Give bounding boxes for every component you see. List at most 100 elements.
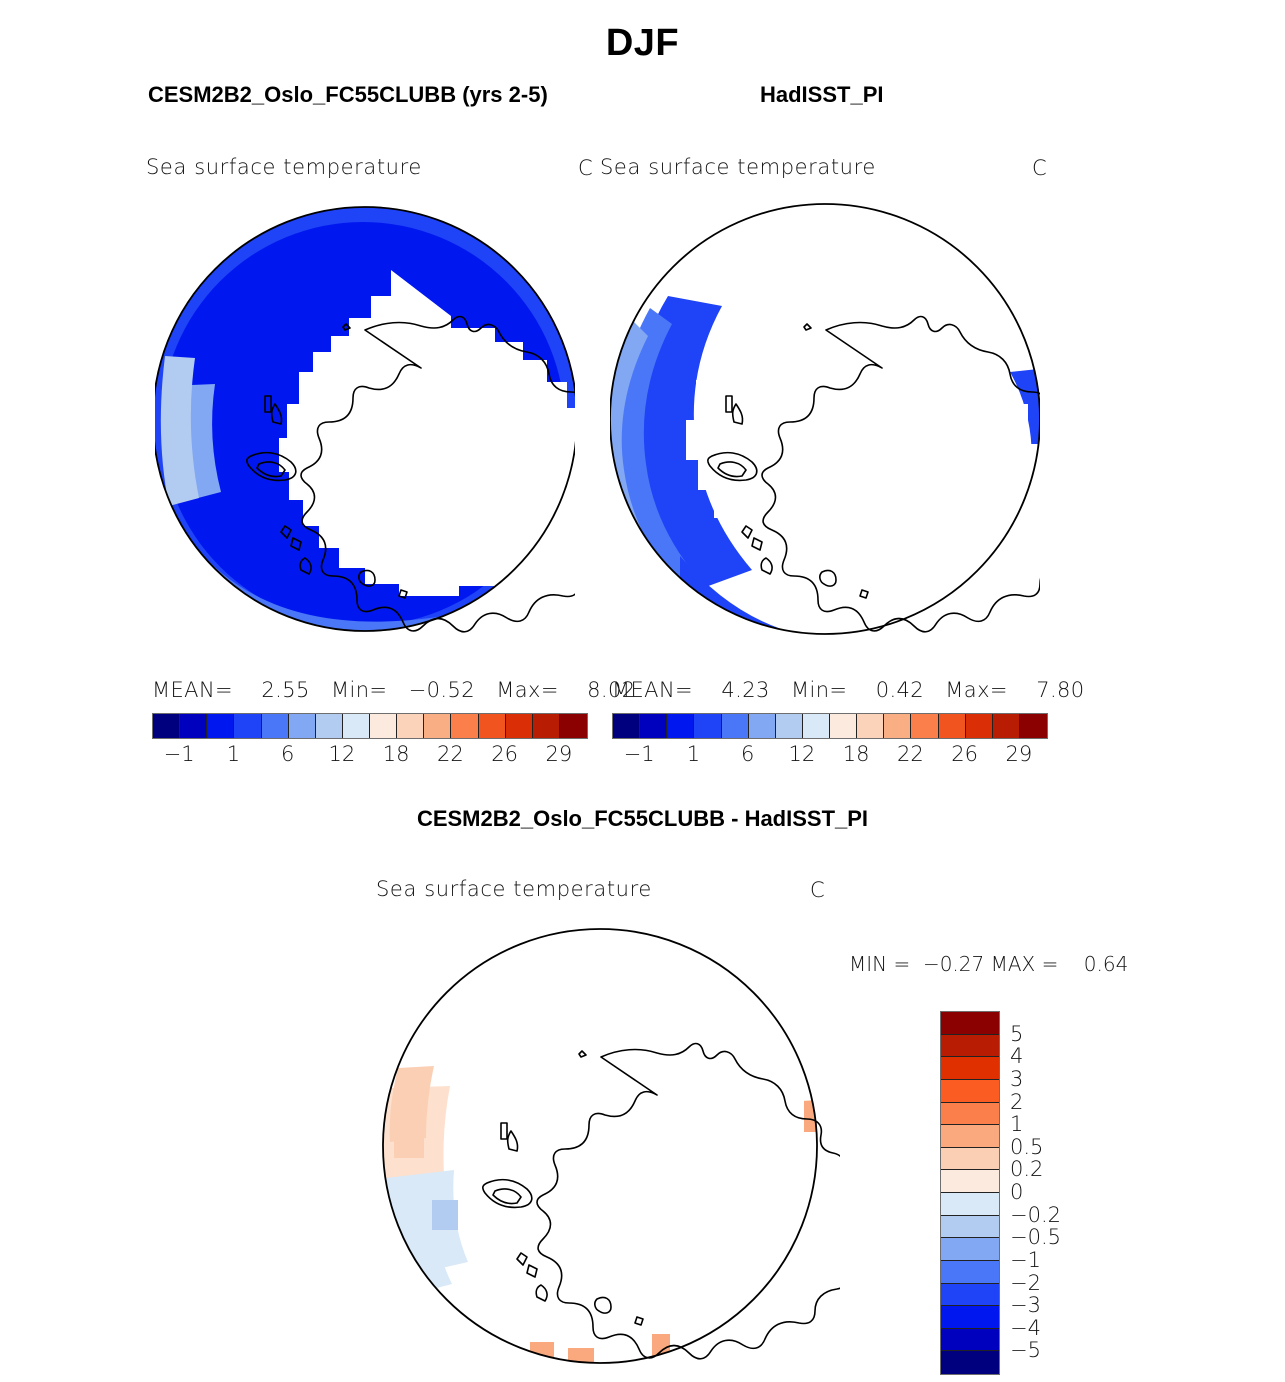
- colorbar-cell: [721, 714, 749, 738]
- colorbar-cell: [965, 714, 993, 738]
- colorbar-tick-label: 18: [842, 742, 870, 766]
- colorbar-tick-label: 1: [686, 742, 701, 766]
- colorbar-diff: [940, 1011, 1000, 1375]
- colorbar-tick-label: 0: [1010, 1180, 1024, 1204]
- colorbar-left-labels: −1 1 6 12 18 22 26 29: [152, 742, 586, 768]
- colorbar-cell: [1019, 714, 1047, 738]
- units-label-right: C: [1032, 156, 1048, 180]
- map-right-svg: [610, 203, 1040, 635]
- colorbar-cell: [180, 714, 208, 738]
- colorbar-cell: [424, 714, 452, 738]
- colorbar-tick-label: −4: [1010, 1315, 1041, 1340]
- colorbar-cell: [941, 1079, 999, 1103]
- colorbar-cell: [938, 714, 966, 738]
- colorbar-cell: [941, 1193, 999, 1216]
- colorbar-diff-labels: 5 4 3 2 1 0.5 0.2 0 −0.2 −0.5 −1 −2 −3 −4 −5: [1010, 1011, 1120, 1373]
- colorbar-cell: [207, 714, 235, 738]
- stats-right: MEAN= 4.23 Min= 0.42 Max= 7.80: [612, 678, 1085, 702]
- colorbar-tick-label: −1: [163, 742, 195, 766]
- colorbar-tick-label: 18: [382, 742, 410, 766]
- page-title: DJF: [605, 22, 680, 64]
- colorbar-cell: [748, 714, 776, 738]
- stats-left: MEAN= 2.55 Min= −0.52 Max= 8.02: [152, 678, 636, 702]
- colorbar-cell: [559, 714, 587, 738]
- colorbar-cell: [941, 1102, 999, 1126]
- colorbar-cell: [315, 714, 343, 738]
- colorbar-tick-label: 29: [545, 742, 573, 766]
- colorbar-cell: [532, 714, 560, 738]
- colorbar-cell: [830, 714, 858, 738]
- colorbar-tick-label: 0.5: [1010, 1134, 1044, 1159]
- colorbar-right-labels: −1 1 6 12 18 22 26 29: [612, 742, 1046, 768]
- colorbar-cell: [992, 714, 1020, 738]
- colorbar-tick-label: −1: [1010, 1247, 1041, 1272]
- colorbar-cell: [667, 714, 695, 738]
- units-label-left: C: [578, 156, 594, 180]
- colorbar-cell: [640, 714, 668, 738]
- colorbar-cell: [397, 714, 425, 738]
- colorbar-cell: [941, 1034, 999, 1058]
- colorbar-cell: [370, 714, 398, 738]
- colorbar-cell: [941, 1147, 999, 1171]
- colorbar-tick-label: 1: [1010, 1112, 1024, 1137]
- coastline-left: [246, 315, 575, 633]
- colorbar-cell: [342, 714, 370, 738]
- map-diff-shading: [383, 929, 817, 1363]
- colorbar-tick-label: 26: [951, 742, 978, 766]
- colorbar-cell: [884, 714, 912, 738]
- colorbar-tick-label: 12: [788, 742, 816, 766]
- panel-title-left: CESM2B2_Oslo_FC55CLUBB (yrs 2-5): [148, 82, 548, 107]
- map-left-svg: [155, 206, 575, 633]
- colorbar-tick-label: 4: [1010, 1044, 1024, 1069]
- colorbar-cell: [941, 1351, 999, 1374]
- colorbar-cell: [941, 1170, 999, 1193]
- map-outline-left: [155, 206, 575, 632]
- variable-label-right: Sea surface temperature: [600, 155, 876, 179]
- colorbar-cell: [288, 714, 316, 738]
- colorbar-cell: [505, 714, 533, 738]
- map-right-obs: [610, 196, 1040, 646]
- colorbar-right: [612, 713, 1048, 739]
- colorbar-cell: [234, 714, 262, 738]
- colorbar-cell: [941, 1125, 999, 1148]
- colorbar-tick-label: 22: [437, 742, 464, 766]
- colorbar-cell: [941, 1238, 999, 1261]
- colorbar-tick-label: −0.5: [1010, 1225, 1061, 1250]
- colorbar-tick-label: −2: [1010, 1270, 1041, 1295]
- colorbar-cell: [857, 714, 885, 738]
- colorbar-cell: [478, 714, 506, 738]
- map-outline-right: [610, 203, 1040, 635]
- colorbar-tick-label: −1: [623, 742, 655, 766]
- coastline-right: [707, 315, 1040, 633]
- map-right-shading: [610, 204, 1040, 634]
- colorbar-cell: [941, 1057, 999, 1080]
- colorbar-cell: [613, 714, 641, 738]
- minmax-diff: MIN = −0.27 MAX = 0.64: [849, 952, 1129, 976]
- colorbar-cell: [694, 714, 722, 738]
- colorbar-cell: [451, 714, 479, 738]
- colorbar-tick-label: 22: [897, 742, 924, 766]
- map-diff: [380, 928, 840, 1382]
- colorbar-tick-label: 6: [280, 742, 295, 766]
- colorbar-cell: [941, 1328, 999, 1352]
- map-left-shading: [155, 207, 575, 631]
- colorbar-cell: [802, 714, 830, 738]
- colorbar-cell: [941, 1306, 999, 1329]
- colorbar-cell: [941, 1283, 999, 1307]
- colorbar-left: [152, 713, 588, 739]
- panel-title-right: HadISST_PI: [760, 82, 884, 107]
- colorbar-tick-label: 5: [1010, 1021, 1024, 1046]
- variable-label-left: Sea surface temperature: [146, 155, 422, 179]
- colorbar-cell: [153, 714, 181, 738]
- map-diff-svg: [382, 928, 840, 1364]
- colorbar-tick-label: 1: [226, 742, 241, 766]
- colorbar-tick-label: 3: [1010, 1066, 1024, 1091]
- coastline-diff: [482, 1042, 840, 1360]
- units-label-diff: C: [810, 878, 826, 902]
- colorbar-tick-label: 2: [1010, 1089, 1024, 1114]
- colorbar-tick-label: −5: [1010, 1338, 1041, 1363]
- colorbar-cell: [941, 1260, 999, 1284]
- map-outline-diff: [382, 928, 818, 1364]
- colorbar-cell: [261, 714, 289, 738]
- panel-title-diff: CESM2B2_Oslo_FC55CLUBB - HadISST_PI: [416, 806, 869, 831]
